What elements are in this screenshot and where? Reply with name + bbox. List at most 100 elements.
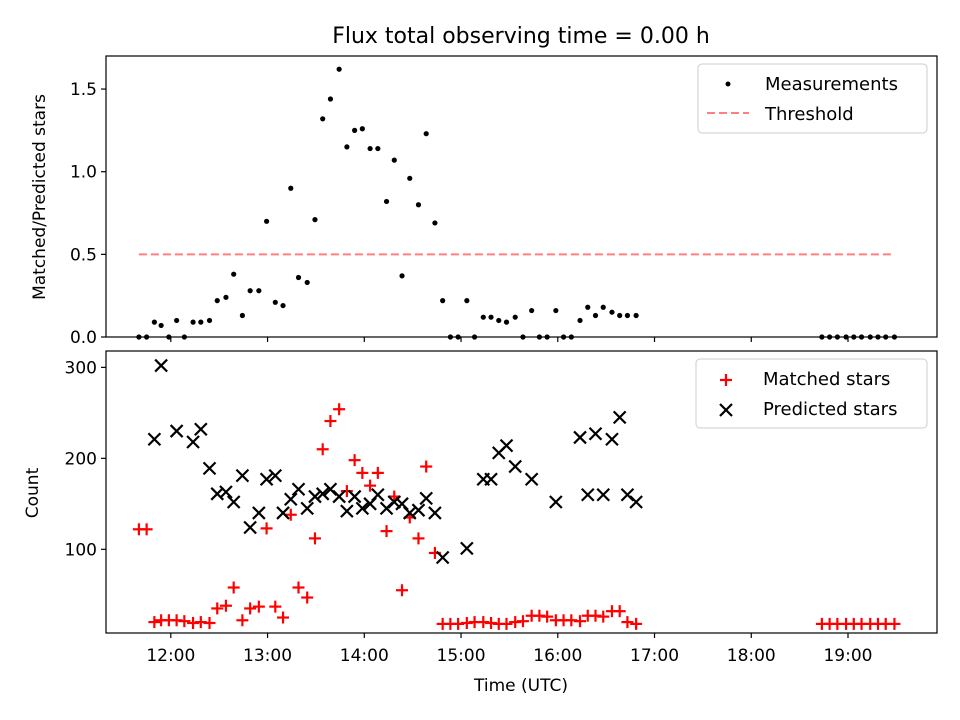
measurements-point [529, 307, 535, 314]
predicted-stars-point [573, 430, 587, 445]
measurements-point [577, 317, 583, 324]
predicted-stars-point [252, 506, 266, 520]
measurements-point [383, 198, 390, 205]
predicted-stars-point [524, 472, 539, 487]
predicted-stars-point [411, 503, 426, 517]
x-tick-label: 12:00 [146, 646, 195, 666]
measurements-point [600, 304, 606, 310]
predicted-stars-point [340, 504, 354, 518]
legend-matched-label: Matched stars [763, 369, 890, 390]
measurements-point [247, 288, 253, 294]
matched-stars-point [412, 532, 425, 545]
matched-stars-point [541, 610, 554, 623]
predicted-stars-point [235, 468, 250, 483]
predicted-stars-point [243, 520, 257, 535]
measurements-point [336, 66, 342, 72]
predicted-stars-point [484, 472, 498, 487]
matched-stars-point [301, 591, 314, 604]
predicted-stars-point [402, 506, 417, 520]
measurements-point [375, 145, 381, 152]
measurements-point [239, 312, 246, 319]
matched-stars-point [252, 600, 265, 613]
matched-stars-point [613, 605, 626, 618]
ratio-panel: 0.0 0.5 1.0 1.5 Matched/Predicted stars Mea… [30, 55, 938, 348]
predicted-stars-point [147, 432, 162, 447]
predicted-stars-point [154, 358, 168, 373]
measurements-point [312, 217, 318, 223]
legend-predicted-marker [719, 403, 733, 417]
measurements-point [231, 271, 237, 277]
matched-stars-point [140, 523, 153, 536]
counts-legend-box [695, 358, 928, 429]
ratio-legend-box [697, 63, 928, 134]
legend-threshold-label: Threshold [764, 104, 854, 125]
measurements-point [592, 312, 599, 319]
measurements-point [158, 322, 164, 329]
y-tick-label-ratio: 1.5 [70, 80, 97, 100]
measurements-point [223, 294, 229, 300]
predicted-stars-point [371, 487, 385, 502]
counts-panel: 100 200 300 12:00 13:00 14:00 15:00 16:00 17:00 1… [23, 350, 938, 696]
predicted-stars-point [259, 472, 274, 487]
matched-stars-point [308, 532, 321, 545]
matched-stars-point [236, 614, 249, 627]
matched-stars-point [178, 615, 191, 628]
predicted-stars-point [428, 506, 442, 520]
measurements-point [633, 312, 639, 319]
matched-stars-point [364, 479, 377, 492]
y-tick-label-counts: 300 [65, 358, 97, 378]
measurements-point [174, 317, 180, 324]
measurements-point [359, 126, 365, 132]
predicted-stars-point [549, 495, 563, 509]
matched-stars-point [888, 617, 901, 630]
matched-stars-point [574, 615, 587, 628]
measurements-point [464, 298, 470, 304]
measurements-point [280, 302, 286, 309]
predicted-stars-point [226, 495, 241, 509]
predicted-stars-point [186, 435, 200, 449]
legend-measurements-marker [725, 81, 731, 87]
matched-stars-point [630, 617, 643, 630]
counts-panel-plot [132, 358, 901, 630]
measurements-point [206, 317, 213, 324]
measurements-point [320, 116, 326, 122]
matched-stars-point [260, 522, 273, 535]
measurements-point [553, 307, 559, 314]
measurements-point [190, 319, 196, 325]
matched-stars-point [316, 443, 329, 456]
matched-stars-point [371, 466, 384, 479]
x-tick-label: 18:00 [727, 646, 776, 666]
x-tick-label: 17:00 [630, 646, 679, 666]
ratio-panel-plot [136, 66, 898, 340]
predicted-stars-point [629, 495, 643, 509]
measurements-point [327, 96, 334, 102]
x-tick-label: 15:00 [437, 646, 486, 666]
matched-stars-point [348, 454, 361, 467]
predicted-stars-point [588, 427, 603, 441]
measurements-point [415, 202, 422, 208]
predicted-stars-point [347, 489, 362, 504]
y-tick-label-ratio: 1.0 [70, 163, 97, 183]
predicted-stars-point [268, 468, 283, 483]
x-tick-label: 16:00 [533, 646, 582, 666]
predicted-stars-point [276, 506, 290, 520]
measurements-point [488, 314, 494, 320]
measurements-point [432, 220, 438, 226]
measurements-point [263, 218, 270, 224]
counts-panel-frame [105, 350, 938, 634]
measurements-point [399, 273, 405, 279]
measurements-point [295, 274, 302, 281]
measurements-point [272, 299, 278, 305]
measurements-point [151, 319, 157, 325]
measurements-point [423, 131, 429, 137]
predicted-stars-point [580, 487, 595, 502]
measurements-point [391, 157, 397, 163]
predicted-stars-point [508, 459, 522, 474]
matched-stars-point [621, 616, 634, 629]
matched-stars-point [420, 460, 433, 473]
predicted-stars-point [605, 432, 619, 447]
matched-stars-point [396, 584, 409, 597]
ratio-panel-frame [105, 55, 938, 338]
legend-predicted-label: Predicted stars [763, 399, 897, 420]
